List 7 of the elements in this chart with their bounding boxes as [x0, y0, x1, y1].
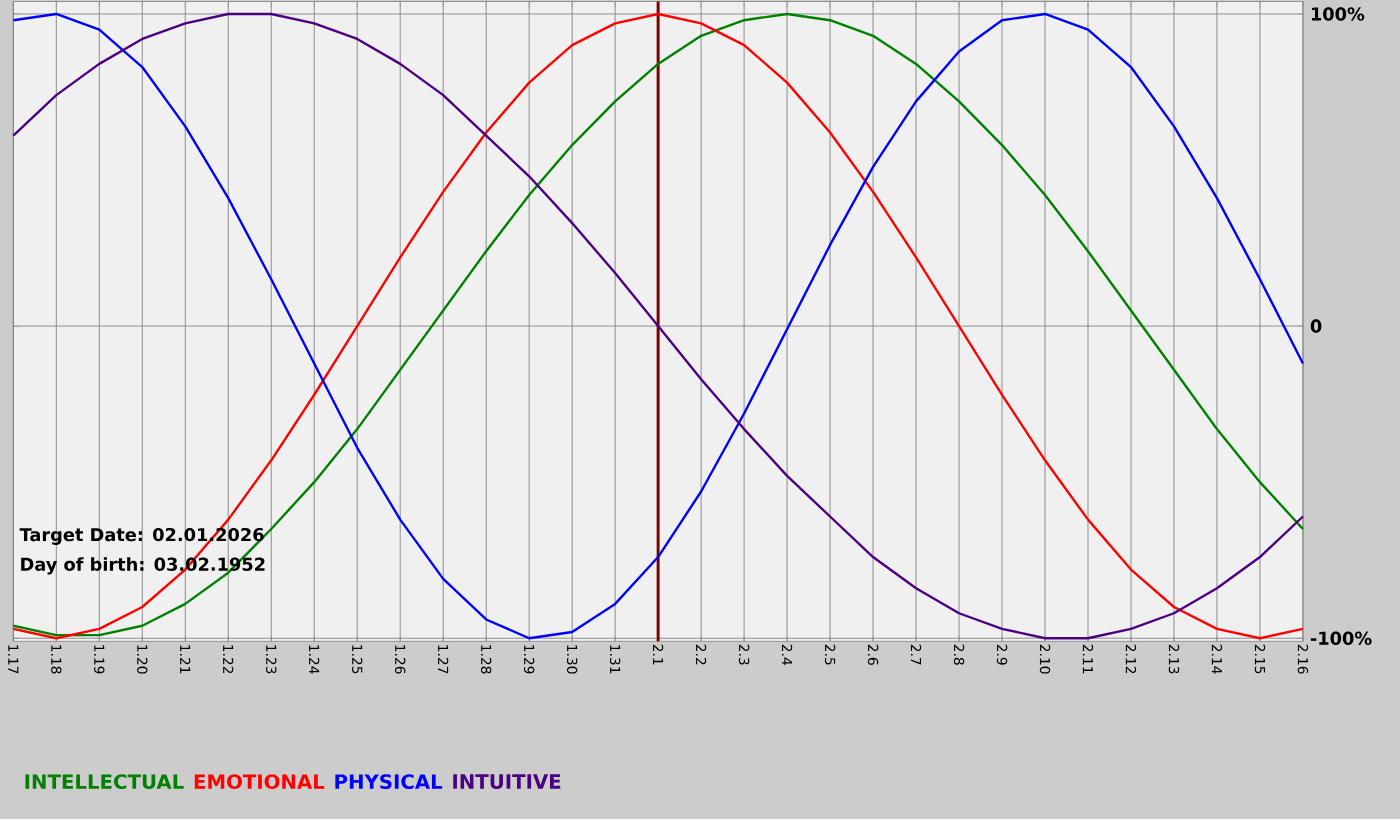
text: EMOTIONAL — [194, 774, 325, 790]
text: INTELLECTUAL — [25, 774, 184, 790]
y-tick-label: 0 — [1310, 319, 1322, 334]
y-tick-label: -100% — [1310, 631, 1372, 646]
text: INTUITIVE — [453, 774, 561, 790]
text: PHYSICAL — [335, 774, 443, 790]
y-tick-label: 100% — [1311, 7, 1365, 22]
